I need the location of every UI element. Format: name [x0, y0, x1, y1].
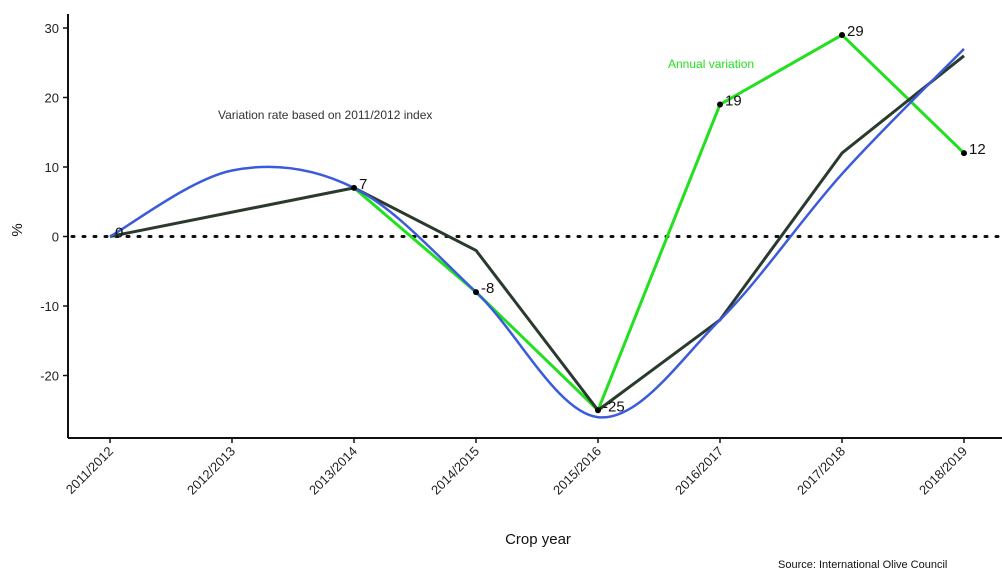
annotation-index-variation: Variation rate based on 2011/2012 index: [218, 108, 432, 122]
data-label: 12: [969, 141, 986, 158]
series-markers: [351, 31, 967, 414]
y-tick-label: 20: [45, 91, 59, 106]
data-point: [839, 31, 845, 38]
x-tick-label: 2014/2015: [428, 444, 482, 498]
series-lines: [109, 33, 966, 419]
x-axis-title: Crop year: [505, 531, 571, 548]
x-tick-label: 2018/2019: [916, 444, 970, 498]
series-line-annual-variation: [353, 33, 966, 412]
data-label: 19: [725, 92, 742, 109]
y-tick-label: 10: [45, 160, 59, 175]
y-ticks: 30 20 10 0 -10 -20: [40, 21, 68, 384]
data-point: [351, 184, 357, 191]
data-point: [595, 407, 601, 414]
y-tick-label: 0: [52, 230, 59, 245]
x-tick-label: 2013/2014: [306, 444, 360, 498]
source-note: Source: International Olive Council: [778, 559, 947, 571]
x-tick-label: 2015/2016: [550, 444, 604, 498]
data-label: -25: [603, 398, 625, 415]
x-tick-label: 2016/2017: [672, 444, 726, 498]
y-axis-title: %: [9, 223, 26, 236]
series-line-smooth: [109, 47, 965, 419]
data-point: [961, 150, 967, 157]
x-tick-label: 2011/2012: [63, 444, 116, 497]
x-tick-label: 2012/2013: [184, 444, 238, 498]
x-tick-label: 2017/2018: [794, 444, 848, 498]
data-label: 7: [359, 176, 367, 193]
y-tick-label: 30: [45, 21, 59, 36]
data-label: 0: [115, 225, 123, 242]
data-point: [473, 289, 479, 296]
data-point: [717, 101, 723, 108]
data-label: 29: [847, 23, 864, 40]
data-label: -8: [481, 280, 494, 297]
y-tick-label: -10: [40, 299, 59, 314]
data-labels: 7 -8 -25 19 29 12 0: [115, 23, 986, 415]
annotation-annual-variation: Annual variation: [668, 57, 754, 71]
x-ticks: 2011/2012 2012/2013 2013/2014 2014/2015 2015…: [63, 438, 970, 498]
y-tick-label: -20: [40, 369, 59, 384]
